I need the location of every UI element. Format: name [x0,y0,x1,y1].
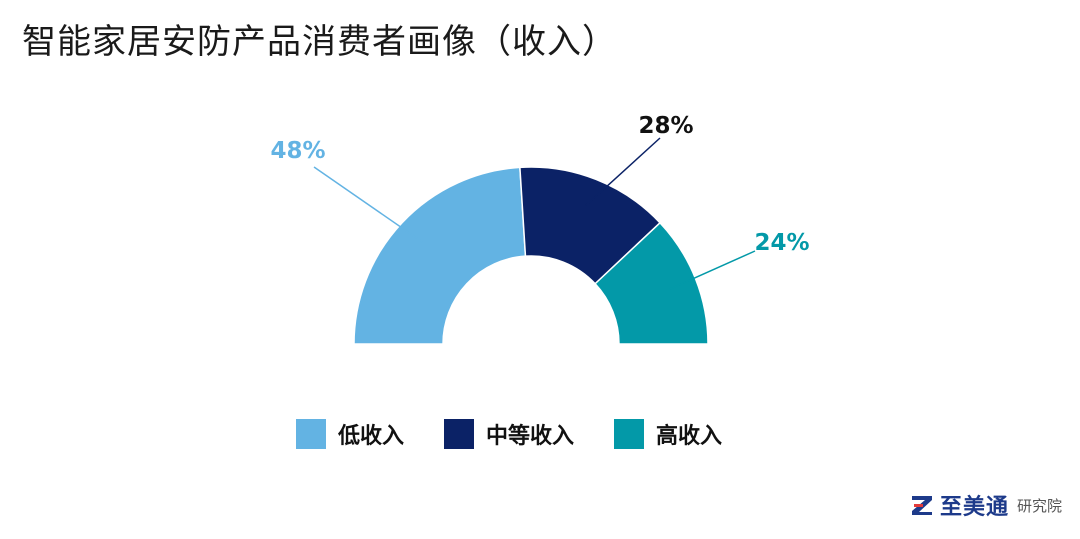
leader-line-low [313,166,423,243]
brand: 至美通 研究院 [910,489,1062,521]
legend-swatch-mid [444,419,475,449]
data-label-mid: 28% [638,113,693,139]
leader-line-high [669,250,756,290]
brand-name: 至美通 [939,495,1009,520]
leader-line-mid [585,137,661,207]
slice-mid [519,166,662,285]
legend-item-mid: 中等收入 [444,418,574,450]
legend-label-low: 低收入 [338,424,405,449]
legend-swatch-high [614,419,645,449]
legend-item-low: 低收入 [296,418,404,450]
slice-high [594,221,709,345]
legend-label-mid: 中等收入 [486,424,575,449]
brand-logo-icon [911,496,932,515]
legend-item-high: 高收入 [614,418,722,450]
legend-swatch-low [296,419,326,449]
page-title: 智能家居安防产品消费者画像（收入） [22,22,617,62]
data-label-high: 24% [754,230,809,256]
data-label-low: 48% [270,138,325,164]
slice-low [353,166,527,345]
brand-subtitle: 研究院 [1016,496,1062,515]
legend-label-high: 高收入 [656,424,723,449]
legend: 低收入 中等收入 高收入 [296,418,762,450]
